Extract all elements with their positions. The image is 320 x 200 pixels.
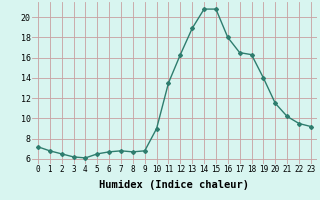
X-axis label: Humidex (Indice chaleur): Humidex (Indice chaleur) — [100, 180, 249, 190]
